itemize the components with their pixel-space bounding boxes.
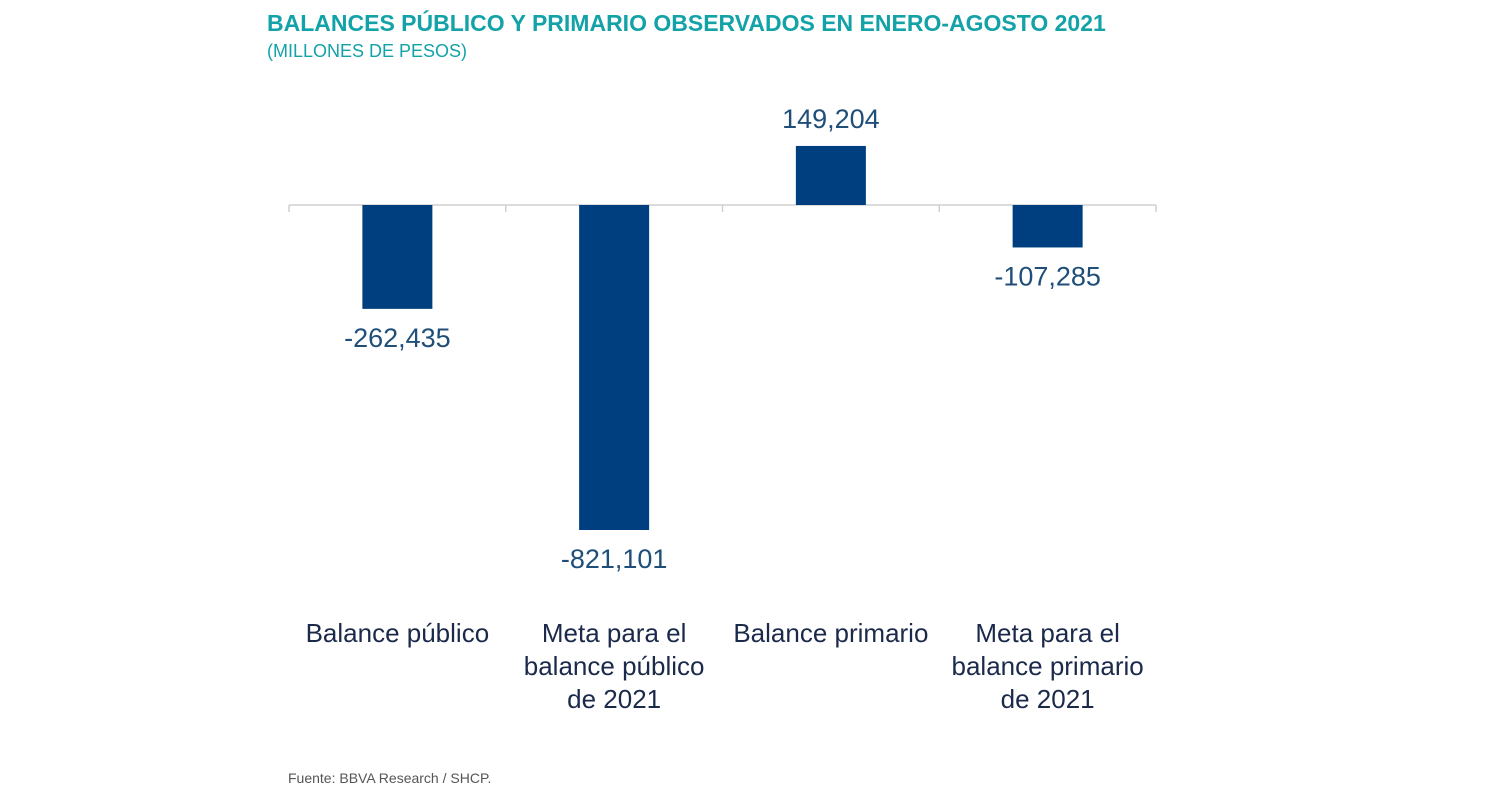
bar [1012, 205, 1083, 248]
chart-subtitle: (MILLONES DE PESOS) [267, 41, 468, 61]
chart-title: BALANCES PÚBLICO Y PRIMARIO OBSERVADOS E… [267, 10, 1106, 36]
data-label: -107,285 [994, 261, 1101, 291]
bar [362, 205, 433, 309]
category-label: balance primario [952, 651, 1144, 681]
category-label: de 2021 [567, 684, 661, 714]
category-label: balance público [524, 651, 705, 681]
data-label: -821,101 [561, 544, 668, 574]
category-label: Meta para el [975, 618, 1120, 648]
category-label: Balance público [306, 618, 490, 648]
data-label: -262,435 [344, 323, 451, 353]
bar [795, 145, 866, 205]
category-label: de 2021 [1001, 684, 1095, 714]
data-label: 149,204 [782, 104, 880, 134]
category-label: Balance primario [733, 618, 928, 648]
bar [579, 205, 650, 530]
category-label: Meta para el [542, 618, 687, 648]
source-note: Fuente: BBVA Research / SHCP. [288, 770, 492, 786]
